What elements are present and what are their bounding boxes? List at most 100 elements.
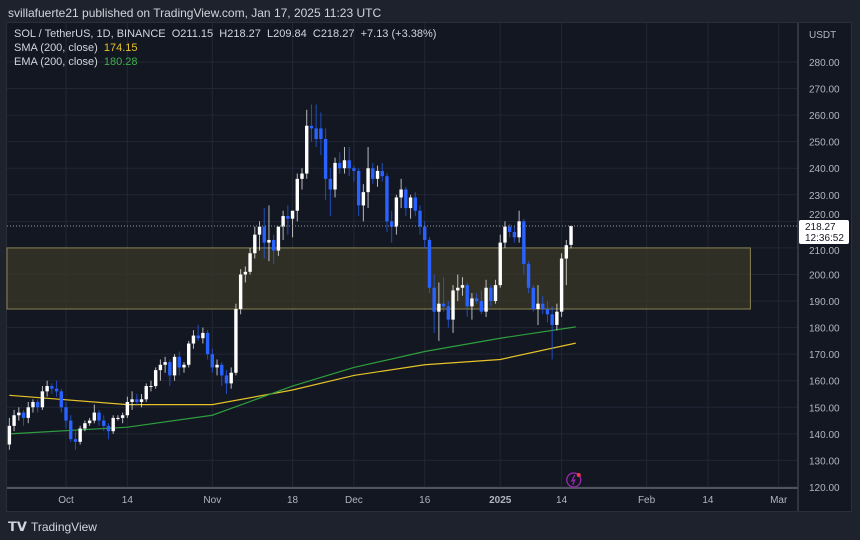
- candle-body: [470, 298, 474, 307]
- candle-body: [300, 173, 304, 179]
- last-price-value: 218.27: [805, 222, 836, 233]
- candle-body: [54, 388, 59, 392]
- price-tick-label: 250.00: [809, 138, 840, 149]
- candle-body: [229, 372, 233, 384]
- candle-body: [139, 399, 144, 402]
- candle-body: [281, 216, 285, 227]
- candle-body: [130, 399, 134, 402]
- candle-body: [371, 168, 375, 179]
- candle-body: [59, 391, 63, 408]
- price-tick-label: 160.00: [809, 377, 840, 388]
- price-tick-label: 120.00: [809, 483, 840, 494]
- time-tick-label: 18: [287, 495, 299, 506]
- candle-body: [375, 170, 380, 179]
- candle-body: [342, 160, 347, 169]
- candle-body: [7, 425, 12, 445]
- candle-body: [262, 226, 266, 243]
- candle-body: [125, 401, 130, 416]
- price-tick-label: 150.00: [809, 403, 840, 414]
- candle-body: [323, 139, 328, 179]
- time-tick-label: 14: [556, 495, 568, 506]
- price-tick-label: 220.00: [809, 210, 840, 221]
- candle-body: [153, 370, 158, 387]
- candle-body: [172, 356, 177, 376]
- candle-body: [319, 128, 323, 140]
- candle-body: [50, 386, 54, 389]
- bar-countdown: 12:36:52: [805, 233, 844, 244]
- candle-body: [569, 225, 573, 245]
- candle-body: [215, 364, 219, 368]
- sma-legend[interactable]: SMA (200, close) 174.15: [14, 42, 138, 54]
- lightning-bolt-icon: [570, 474, 576, 486]
- ema-legend[interactable]: EMA (200, close) 180.28: [14, 56, 138, 68]
- candle-body: [64, 407, 68, 421]
- price-tick-label: 280.00: [809, 58, 840, 69]
- candle-body: [333, 162, 337, 190]
- price-tick-label: 260.00: [809, 111, 840, 122]
- candle-body: [389, 221, 394, 227]
- candle-body: [356, 170, 361, 206]
- candle-body: [73, 439, 78, 442]
- candle-body: [545, 309, 550, 315]
- candle-body: [87, 420, 92, 424]
- candle-body: [550, 314, 554, 325]
- price-tick-label: 190.00: [809, 297, 840, 308]
- candle-body: [394, 197, 399, 227]
- currency-label: USDT: [809, 30, 836, 41]
- candle-body: [503, 226, 507, 243]
- candle-body: [456, 287, 460, 291]
- notification-dot: [576, 473, 581, 477]
- candle-body: [17, 412, 21, 416]
- candle-body: [116, 417, 120, 419]
- candle-body: [168, 362, 172, 376]
- low-value: L209.84: [266, 28, 307, 40]
- symbol-legend: SOL / TetherUS, 1D, BINANCE O211.15 H218…: [14, 28, 436, 40]
- price-tick-label: 170.00: [809, 350, 840, 361]
- price-tick-label: 210.00: [809, 246, 840, 257]
- candle-body: [238, 274, 243, 310]
- time-tick-label: Nov: [203, 495, 221, 506]
- candle-body: [380, 170, 384, 177]
- candle-body: [328, 178, 333, 190]
- candle-body: [512, 231, 517, 238]
- candle-body: [290, 210, 295, 219]
- candle-body: [541, 303, 545, 310]
- sma-label: SMA (200, close): [14, 42, 98, 54]
- candle-body: [191, 335, 196, 344]
- candle-body: [366, 168, 370, 193]
- candle-body: [144, 386, 148, 400]
- candle-body: [220, 364, 224, 376]
- candle-body: [536, 303, 540, 310]
- price-tick-label: 240.00: [809, 164, 840, 175]
- candle-body: [248, 253, 252, 272]
- candle-body: [522, 221, 526, 264]
- support-zone: [6, 247, 751, 310]
- lightning-icon: [566, 472, 582, 488]
- tradingview-logo[interactable]: 𝗧𝗩 TradingView: [8, 519, 97, 535]
- price-tick-label: 140.00: [809, 430, 840, 441]
- candle-body: [45, 386, 49, 392]
- price-tick-label: 200.00: [809, 270, 840, 281]
- candle-body: [413, 197, 417, 211]
- symbol-name[interactable]: SOL / TetherUS, 1D, BINANCE: [14, 28, 166, 40]
- candle-body: [234, 309, 238, 373]
- candle-body: [441, 303, 446, 307]
- candle-body: [361, 192, 366, 206]
- candle-body: [120, 415, 125, 418]
- candle-body: [205, 332, 210, 355]
- candle-body: [102, 420, 106, 426]
- candle-body: [12, 415, 16, 426]
- candle-body: [418, 210, 422, 227]
- candle-body: [163, 362, 167, 365]
- time-tick-label: Dec: [345, 495, 363, 506]
- candle-body: [21, 412, 26, 418]
- high-value: H218.27: [219, 28, 261, 40]
- candle-body: [97, 412, 101, 421]
- open-value: O211.15: [171, 28, 214, 40]
- tv-logo-icon: 𝗧𝗩: [8, 519, 27, 534]
- candle-body: [201, 332, 205, 339]
- candle-body: [305, 125, 309, 174]
- candle-body: [479, 301, 484, 312]
- candle-body: [399, 189, 403, 198]
